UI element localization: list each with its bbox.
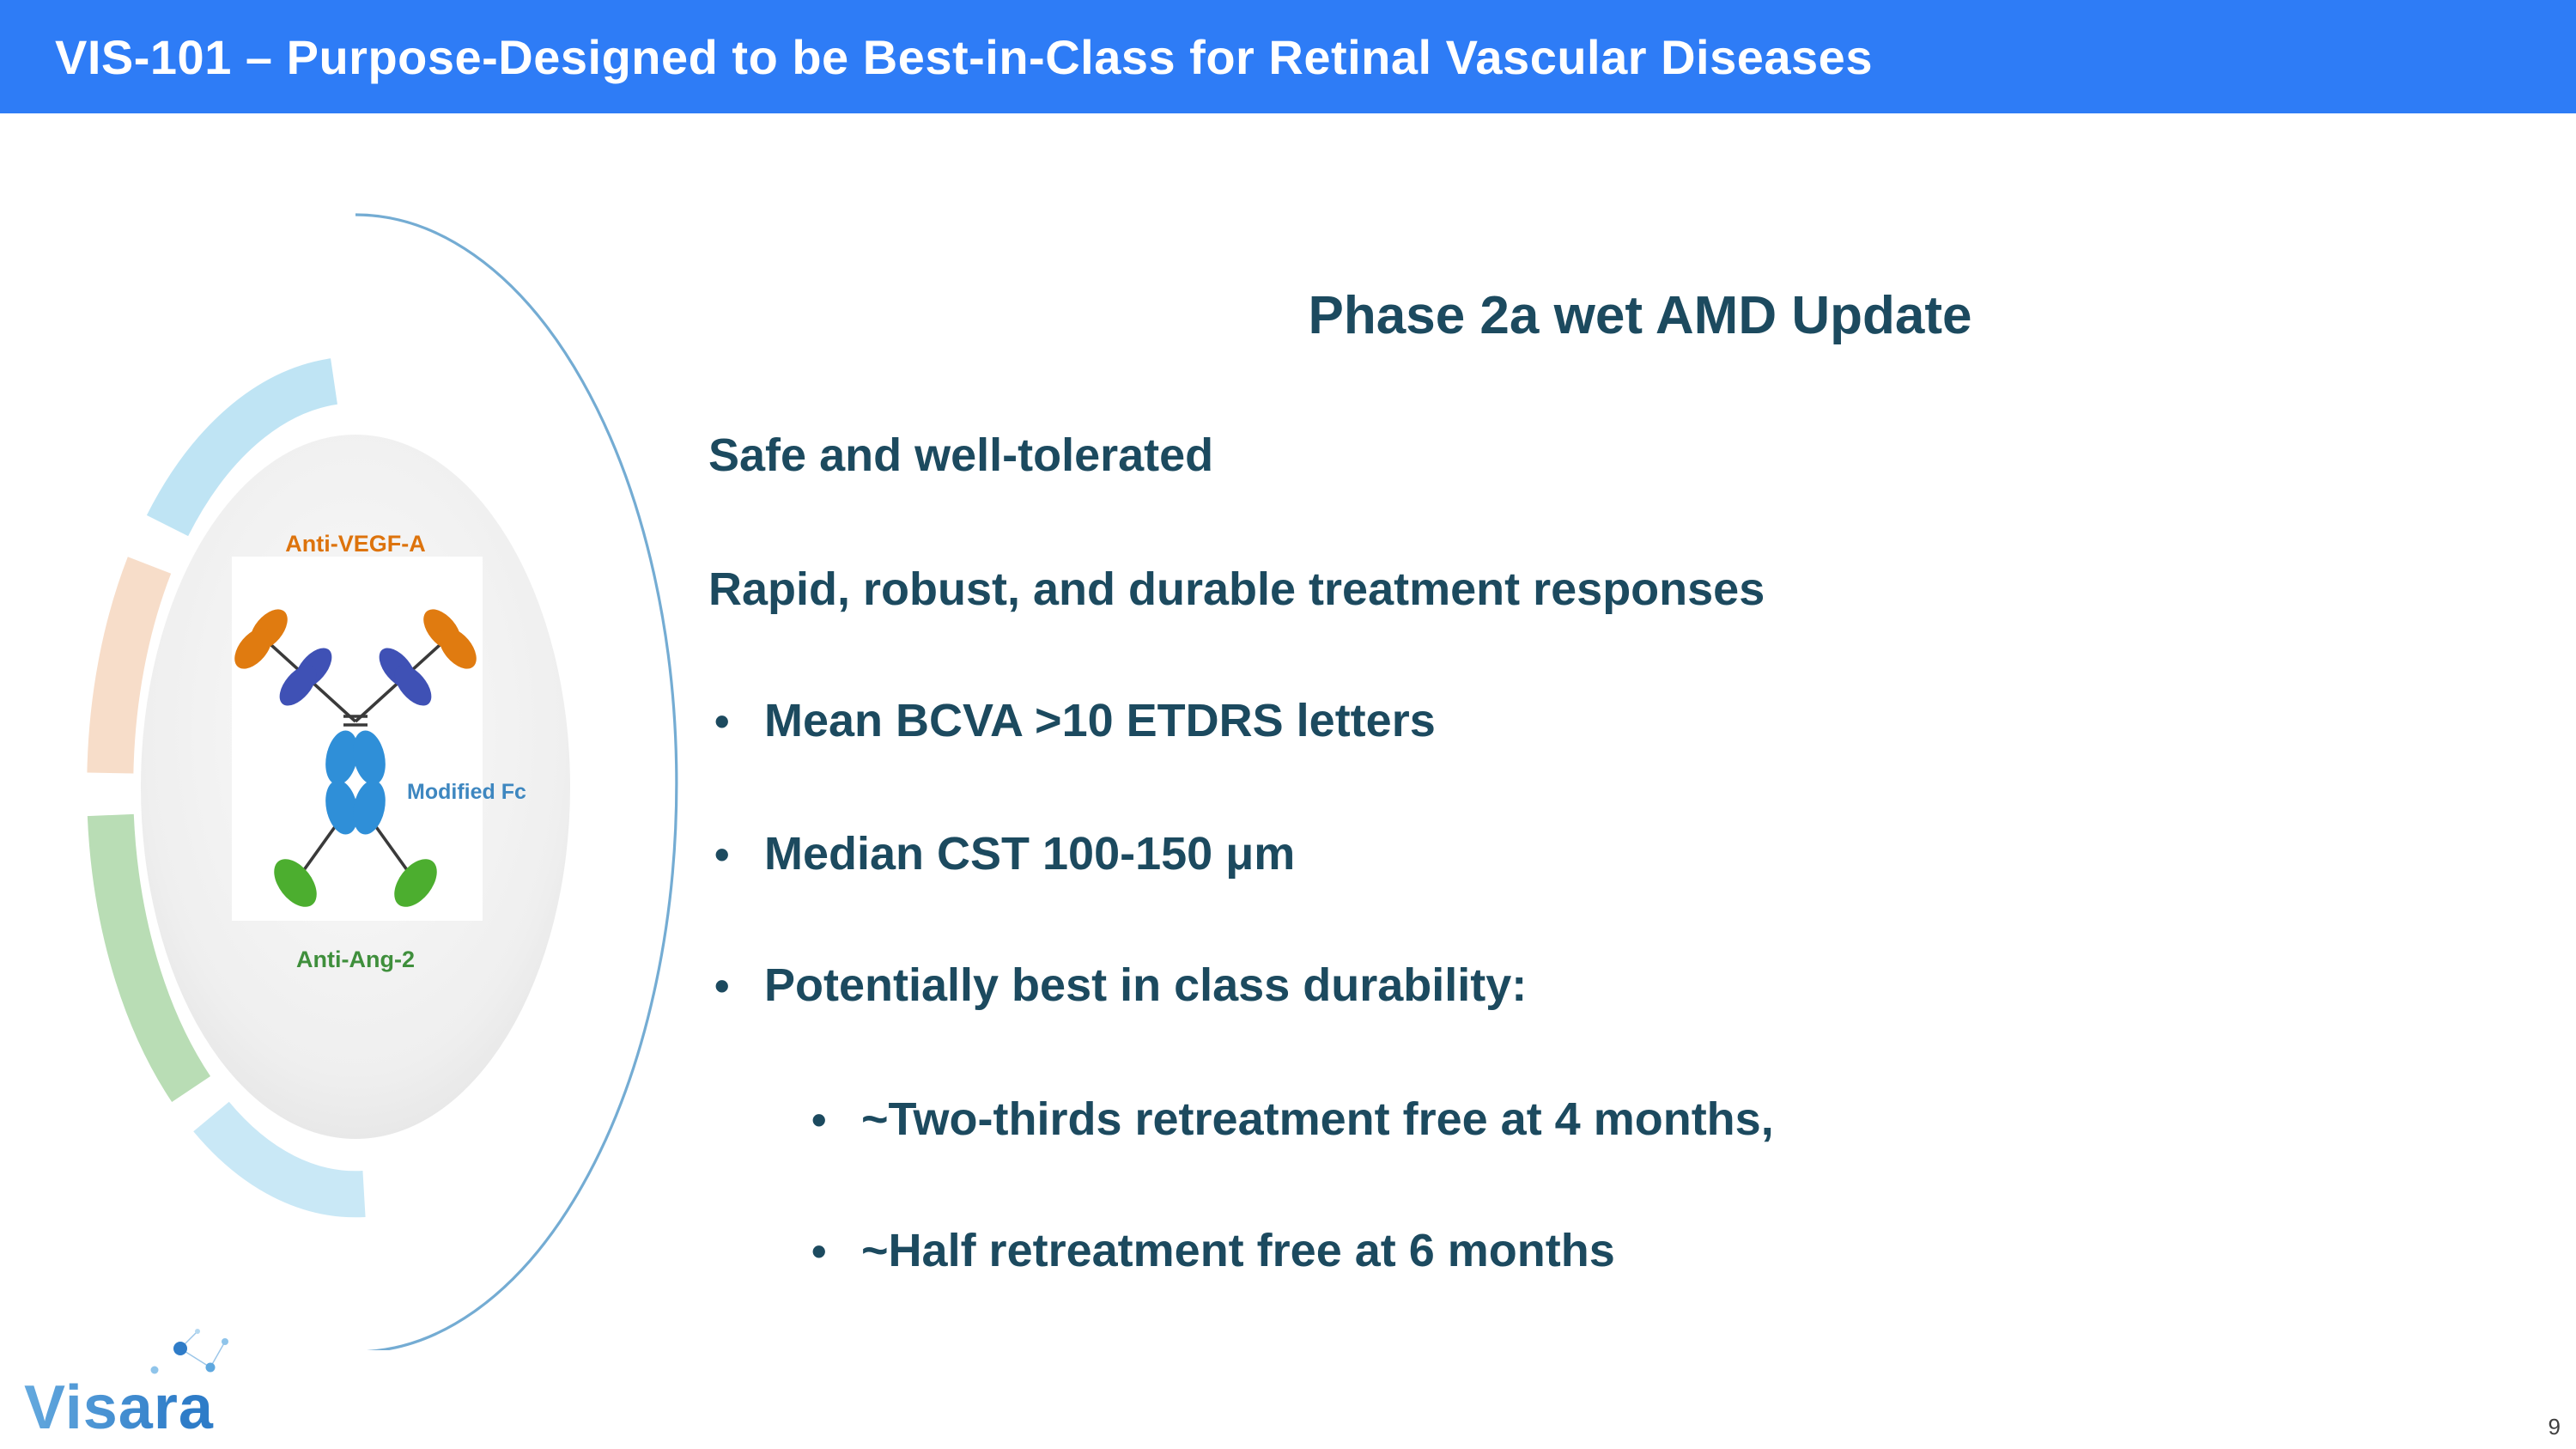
antibody-diagram: Anti-VEGF-A Modified Fc Anti-Ang-2: [87, 213, 678, 1350]
modified-fc-label: Modified Fc: [407, 780, 526, 804]
slide-title: VIS-101 – Purpose-Designed to be Best-in…: [55, 29, 1873, 84]
sub-bullet-line: • ~Half retreatment free at 6 months: [811, 1224, 1615, 1277]
statement-line: Safe and well-tolerated: [708, 429, 1213, 482]
bullet-line: • Potentially best in class durability:: [714, 959, 1527, 1012]
line-text: Potentially best in class durability:: [764, 959, 1528, 1011]
bullet-icon: •: [811, 1096, 827, 1144]
arc-segment-lower-left: [87, 813, 211, 1103]
title-banner: VIS-101 – Purpose-Designed to be Best-in…: [0, 0, 2576, 113]
bullet-icon: •: [811, 1227, 827, 1275]
line-text: ~Two-thirds retreatment free at 4 months…: [861, 1093, 1774, 1145]
visara-logo: Visara: [24, 1373, 214, 1442]
bullet-line: • Mean BCVA >10 ETDRS letters: [714, 694, 1436, 747]
outer-arc: [355, 213, 678, 1350]
anti-vegf-label: Anti-VEGF-A: [285, 531, 425, 557]
line-text: Safe and well-tolerated: [708, 429, 1214, 481]
logo-molecule-dots-icon: [150, 1329, 228, 1374]
line-text: ~Half retreatment free at 6 months: [861, 1225, 1615, 1276]
line-text: Median CST 100-150 μm: [764, 828, 1296, 880]
page-number: 9: [2548, 1414, 2561, 1440]
statement-line: Rapid, robust, and durable treatment res…: [708, 563, 1765, 616]
molecule-graphic: Anti-VEGF-A Modified Fc Anti-Ang-2: [86, 208, 678, 1350]
anti-vegf-domains: [234, 609, 477, 669]
bullet-icon: •: [714, 697, 730, 746]
modified-fc-domains: [325, 730, 386, 835]
arc-segment-top: [146, 358, 338, 537]
line-text: Rapid, robust, and durable treatment res…: [708, 563, 1765, 615]
arc-segment-upper-left: [87, 557, 172, 774]
line-text: Mean BCVA >10 ETDRS letters: [764, 695, 1436, 746]
anti-ang2-domains: [274, 859, 437, 907]
bullet-line: • Median CST 100-150 μm: [714, 827, 1295, 880]
bullet-icon: •: [714, 962, 730, 1010]
arc-segment-bottom: [193, 1101, 366, 1218]
sub-bullet-line: • ~Two-thirds retreatment free at 4 mont…: [811, 1093, 1774, 1146]
anti-ang2-label: Anti-Ang-2: [296, 947, 415, 972]
fab-domains: [279, 648, 432, 706]
bullet-icon: •: [714, 831, 730, 879]
content-title: Phase 2a wet AMD Update: [1308, 286, 1972, 345]
